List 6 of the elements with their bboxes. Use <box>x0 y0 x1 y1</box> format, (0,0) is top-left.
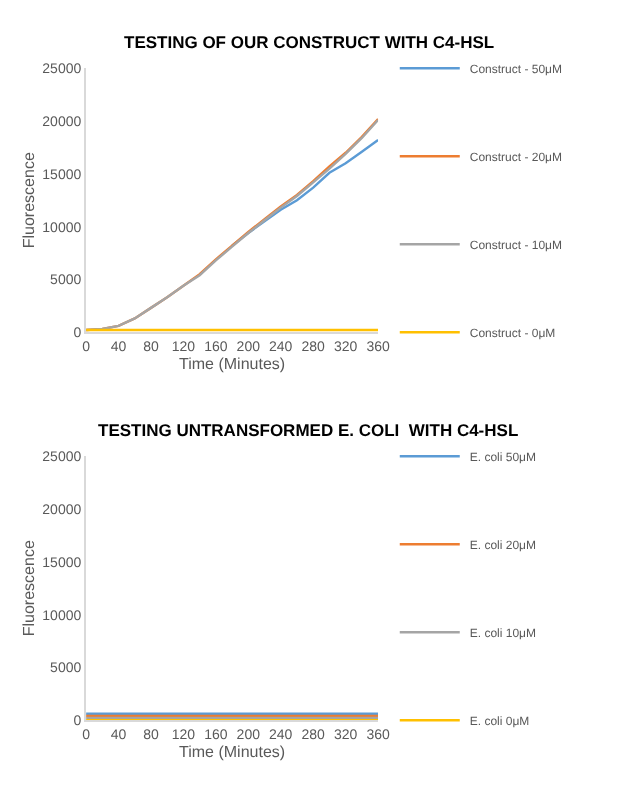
y-axis-title: Fluorescence <box>19 539 38 637</box>
y-axis-title: Fluorescence <box>19 151 38 249</box>
chart-title: TESTING UNTRANSFORMED E. COLI WITH C4-HSL <box>98 420 519 440</box>
x-axis-title: Time (Minutes) <box>179 743 286 762</box>
x-axis-title: Time (Minutes) <box>179 355 286 374</box>
chart-title: TESTING OF OUR CONSTRUCT WITH C4-HSL <box>124 32 495 52</box>
